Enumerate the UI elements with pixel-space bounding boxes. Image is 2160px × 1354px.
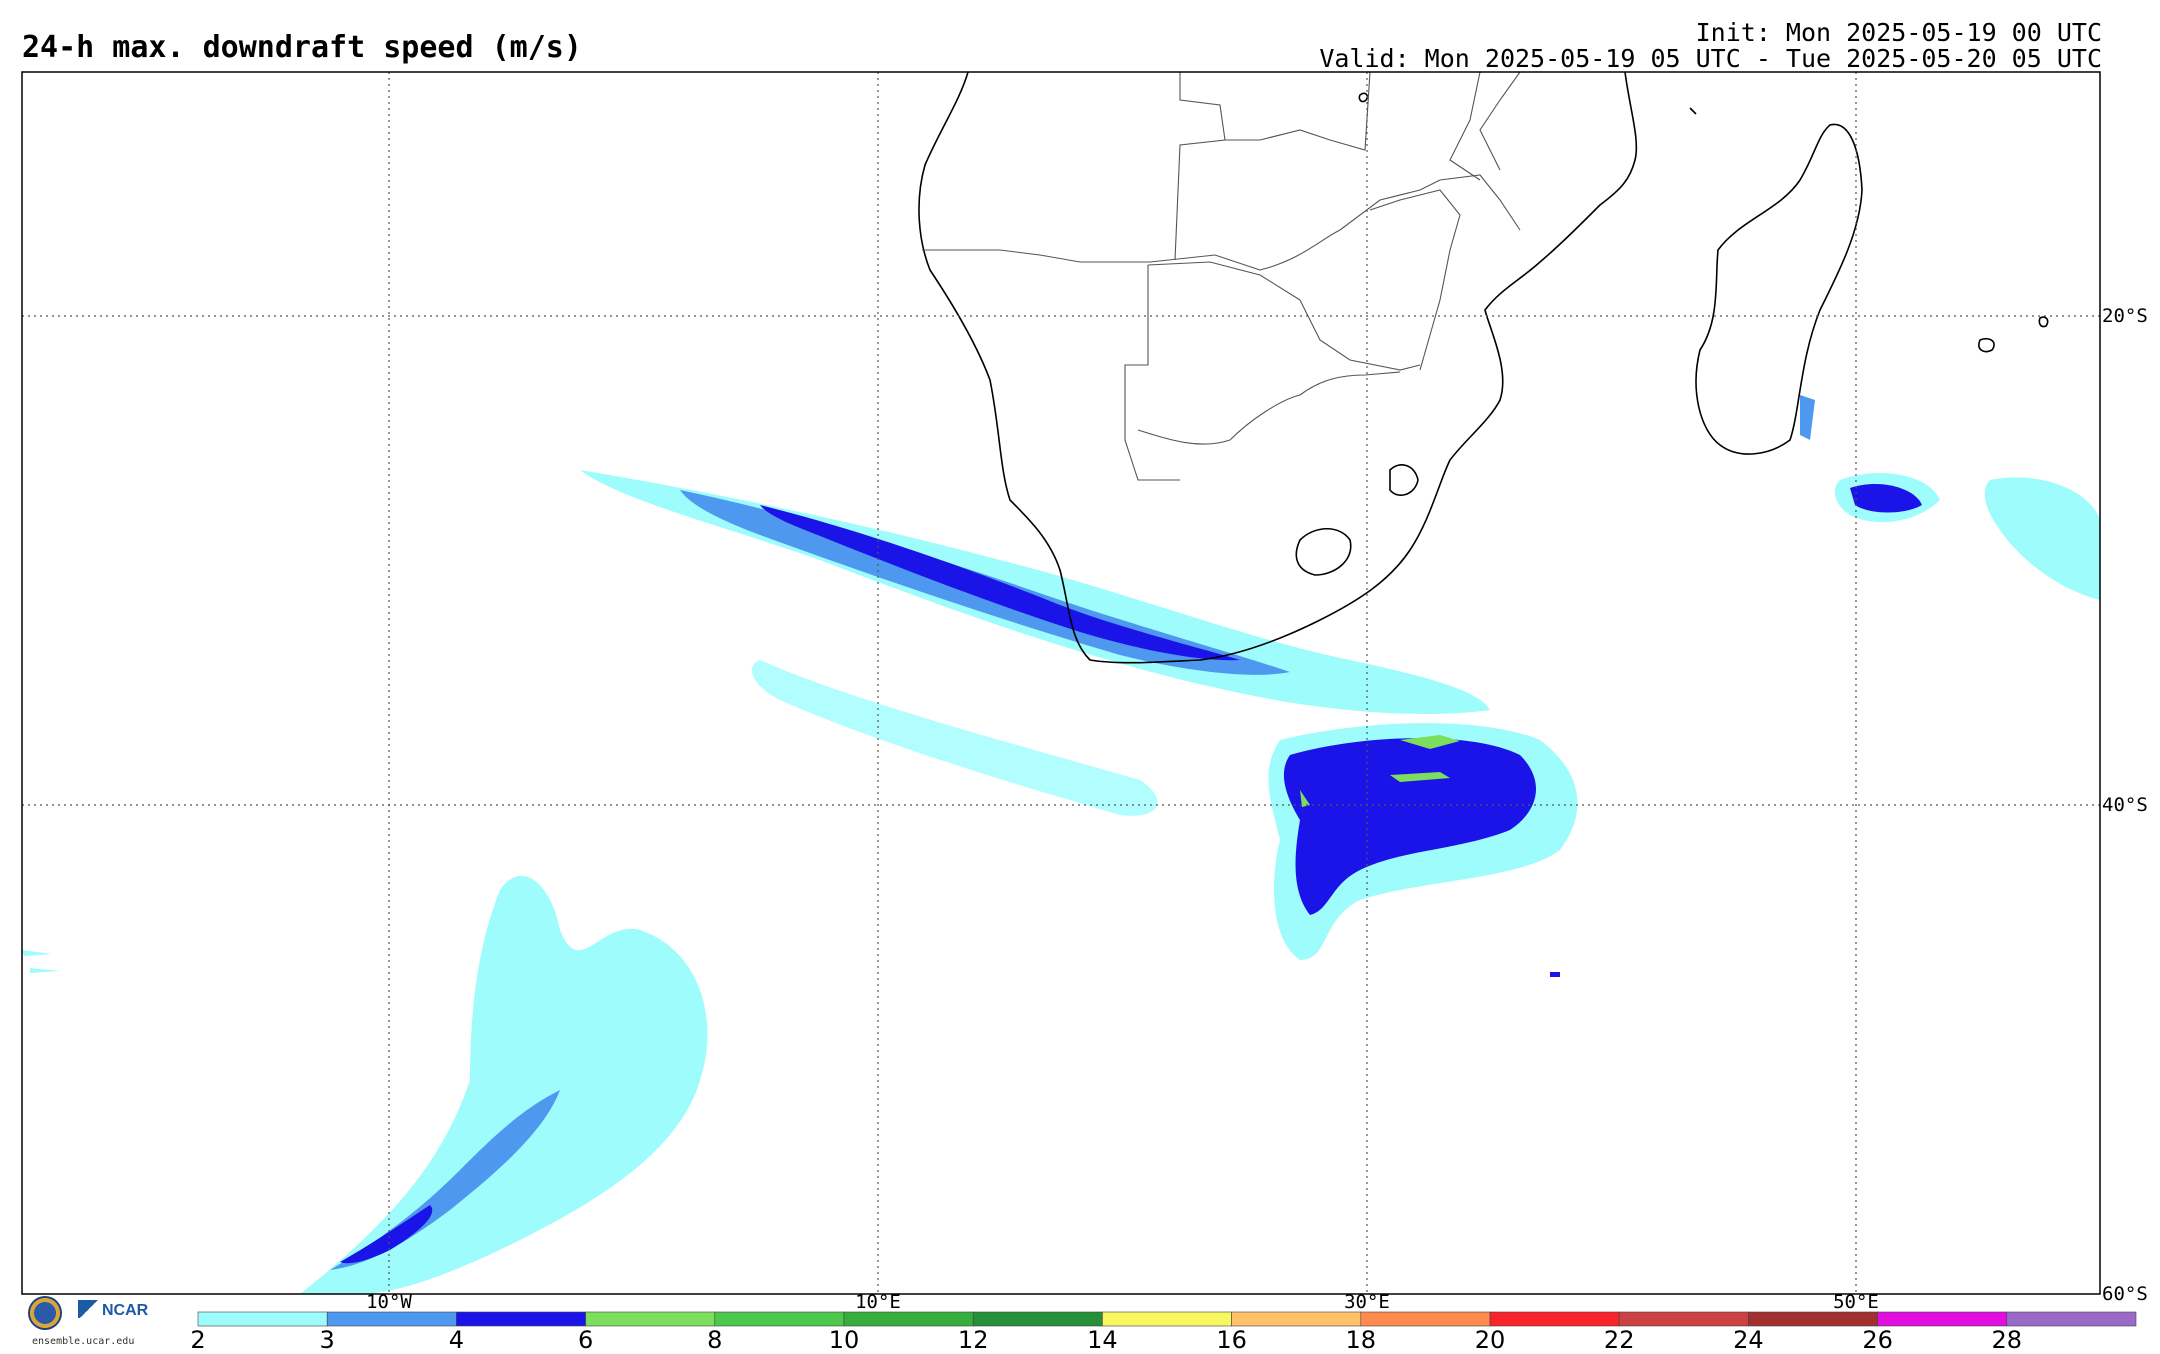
downdraft-band-core <box>760 505 1240 661</box>
colorbar-tick-label: 10 <box>829 1326 860 1354</box>
colorbar-tick-label: 24 <box>1733 1326 1764 1354</box>
colorbar-swatch <box>714 1311 845 1327</box>
colorbar-swatch <box>326 1311 457 1327</box>
colorbar-swatch <box>972 1311 1103 1327</box>
colorbar-tick-label: 20 <box>1475 1326 1506 1354</box>
logo-url: ensemble.ucar.edu <box>32 1336 135 1347</box>
ncar-logo-text: NCAR <box>102 1302 149 1319</box>
lon-label-10e: 10°E <box>855 1291 901 1313</box>
madagascar-coast <box>1695 123 1863 455</box>
precip-field <box>22 72 2100 1294</box>
colorbar-tick-label: 3 <box>320 1326 335 1354</box>
colorbar-tick-label: 22 <box>1604 1326 1635 1354</box>
colorbar-tick-label: 2 <box>190 1326 205 1354</box>
colorbar-tick-label: 16 <box>1216 1326 1247 1354</box>
colorbar-swatch <box>1231 1311 1362 1327</box>
map-frame <box>21 71 2101 1295</box>
colorbar-tick-label: 12 <box>958 1326 989 1354</box>
colorbar-swatch <box>456 1311 586 1327</box>
valid-time: Valid: Mon 2025-05-19 05 UTC - Tue 2025-… <box>1319 44 2102 73</box>
colorbar-swatch <box>1618 1311 1749 1327</box>
downdraft-plume-light <box>300 875 708 1294</box>
coastlines <box>918 72 2049 664</box>
colorbar-tick-label: 28 <box>1992 1326 2023 1354</box>
init-time: Init: Mon 2025-05-19 00 UTC <box>1695 18 2102 47</box>
colorbar-tick-label: 6 <box>578 1326 593 1354</box>
colorbar-tick-label: 26 <box>1862 1326 1893 1354</box>
colorbar-tick-label: 14 <box>1087 1326 1118 1354</box>
graticule <box>22 72 2100 1294</box>
ncar-mark-icon <box>78 1300 100 1318</box>
colorbar-swatch <box>585 1311 716 1327</box>
lat-label-40s: 40°S <box>2102 794 2148 816</box>
downdraft-plume-core <box>340 1205 433 1264</box>
colorbar-swatch <box>843 1311 974 1327</box>
colorbar-tick-label: 4 <box>449 1326 464 1354</box>
lat-label-60s: 60°S <box>2102 1283 2148 1305</box>
colorbar: 2 3 4 6 8 10 12 14 16 18 20 22 24 26 28 <box>190 1311 2137 1354</box>
nsf-logo-icon <box>28 1296 62 1330</box>
colorbar-tick-label: 8 <box>707 1326 722 1354</box>
map-title: 24-h max. downdraft speed (m/s) <box>22 30 582 65</box>
downdraft-plume-mid <box>330 1090 560 1270</box>
colorbar-swatch <box>1360 1311 1491 1327</box>
ncar-logo: NCAR ensemble.ucar.edu <box>22 1296 162 1354</box>
colorbar-swatch <box>1877 1311 2008 1327</box>
lat-label-20s: 20°S <box>2102 305 2148 327</box>
lon-label-30e: 30°E <box>1344 1291 1390 1313</box>
lon-label-10w: 10°W <box>366 1291 412 1313</box>
colorbar-tick-label: 18 <box>1346 1326 1377 1354</box>
downdraft-cluster-core <box>1283 738 1537 915</box>
colorbar-swatch <box>1102 1311 1232 1327</box>
africa-coast <box>918 72 1638 664</box>
time-info: Init: Mon 2025-05-19 00 UTC Valid: Mon 2… <box>1319 20 2102 72</box>
country-borders <box>922 72 1630 481</box>
lon-label-50e: 50°E <box>1833 1291 1879 1313</box>
colorbar-swatch <box>1489 1311 1620 1327</box>
colorbar-swatch <box>1748 1311 1878 1327</box>
colorbar-swatch <box>197 1311 328 1327</box>
colorbar-swatch <box>2006 1311 2137 1327</box>
